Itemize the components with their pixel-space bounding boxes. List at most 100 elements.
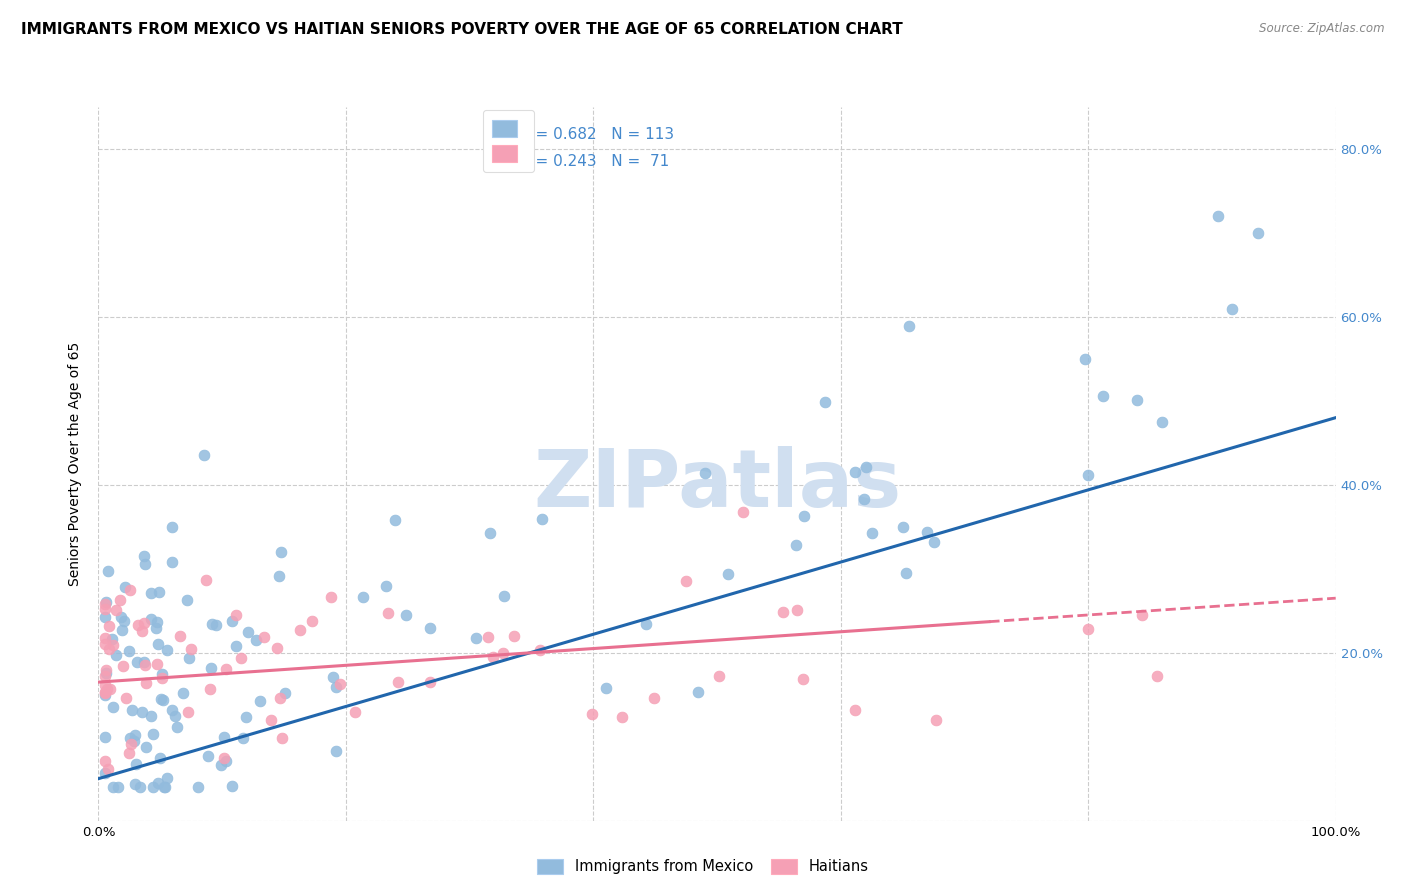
Point [114, 580, 136, 594]
Point [176, 593, 198, 607]
Text: ZIPatlas: ZIPatlas [533, 446, 901, 524]
Point [395, 607, 418, 622]
Point [377, 606, 399, 620]
Point [135, 740, 157, 755]
Point [478, 525, 501, 540]
Point [134, 549, 156, 563]
Point [891, 519, 914, 533]
Point [103, 638, 125, 652]
Point [146, 637, 169, 651]
Point [321, 590, 343, 604]
Point [141, 586, 163, 600]
Point [897, 318, 920, 333]
Point [93, 601, 115, 615]
Text: IMMIGRANTS FROM MEXICO VS HAITIAN SENIORS POVERTY OVER THE AGE OF 65 CORRELATION: IMMIGRANTS FROM MEXICO VS HAITIAN SENIOR… [21, 22, 903, 37]
Point [792, 672, 814, 686]
Point [1146, 669, 1168, 683]
Point [150, 666, 173, 681]
Point [1073, 352, 1095, 367]
Point [238, 624, 260, 639]
Point [101, 632, 124, 647]
Point [270, 544, 292, 558]
Point [860, 526, 883, 541]
Point [322, 670, 344, 684]
Point [111, 624, 134, 638]
Point [148, 584, 170, 599]
Point [288, 623, 311, 637]
Point [925, 713, 948, 727]
Point [160, 703, 183, 717]
Point [731, 506, 754, 520]
Point [98, 682, 121, 697]
Point [343, 705, 366, 719]
Point [492, 646, 515, 660]
Point [152, 693, 174, 707]
Point [813, 394, 835, 409]
Point [384, 513, 406, 527]
Point [197, 749, 219, 764]
Point [214, 662, 236, 676]
Point [93, 688, 115, 702]
Point [581, 706, 603, 721]
Point [301, 615, 323, 629]
Point [105, 648, 128, 662]
Point [267, 568, 290, 582]
Point [112, 659, 135, 673]
Point [118, 582, 141, 597]
Point [274, 685, 297, 699]
Point [1220, 301, 1243, 316]
Point [855, 459, 877, 474]
Point [352, 590, 374, 604]
Point [101, 700, 124, 714]
Point [924, 535, 946, 549]
Point [141, 612, 163, 626]
Point [155, 780, 177, 794]
Point [120, 737, 142, 751]
Point [131, 624, 153, 638]
Point [259, 713, 281, 727]
Point [709, 669, 731, 683]
Point [96, 663, 118, 677]
Point [93, 597, 115, 611]
Point [531, 511, 554, 525]
Point [529, 643, 551, 657]
Point [793, 508, 815, 523]
Point [772, 605, 794, 619]
Point [93, 766, 115, 780]
Point [104, 603, 127, 617]
Point [675, 574, 697, 588]
Point [93, 631, 115, 645]
Point [180, 641, 202, 656]
Point [387, 674, 409, 689]
Point [786, 603, 808, 617]
Point [419, 675, 441, 690]
Point [146, 615, 169, 629]
Text: Source: ZipAtlas.com: Source: ZipAtlas.com [1260, 22, 1385, 36]
Point [245, 632, 267, 647]
Point [374, 579, 396, 593]
Point [135, 676, 157, 690]
Point [142, 727, 165, 741]
Point [134, 615, 156, 630]
Point [93, 685, 115, 699]
Point [214, 754, 236, 768]
Point [270, 731, 292, 746]
Point [150, 672, 173, 686]
Point [212, 750, 235, 764]
Point [122, 734, 145, 748]
Point [325, 744, 347, 758]
Point [785, 538, 807, 552]
Point [96, 595, 118, 609]
Point [146, 775, 169, 789]
Point [125, 757, 148, 772]
Point [200, 660, 222, 674]
Point [235, 710, 257, 724]
Point [156, 771, 179, 785]
Point [595, 681, 617, 696]
Point [98, 618, 121, 632]
Point [93, 684, 115, 698]
Point [110, 610, 132, 624]
Point [225, 639, 247, 653]
Point [172, 686, 194, 700]
Point [465, 631, 488, 645]
